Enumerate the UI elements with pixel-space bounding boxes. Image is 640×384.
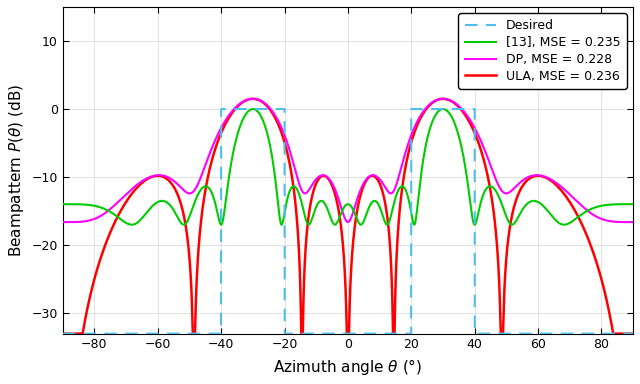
DP, MSE = 0.228 <box>59 220 67 224</box>
DP, MSE = 0.228 <box>629 220 637 224</box>
Y-axis label: Beampattern $P(\theta)$ (dB): Beampattern $P(\theta)$ (dB) <box>7 84 26 257</box>
Desired <box>218 107 225 111</box>
ULA, MSE = 0.236 <box>59 331 67 336</box>
DP, MSE = 0.228 <box>453 102 461 107</box>
[13], MSE = 0.235 <box>95 205 102 209</box>
Desired <box>629 331 637 336</box>
ULA, MSE = 0.236 <box>127 193 134 198</box>
DP, MSE = 0.228 <box>127 188 134 192</box>
[13], MSE = 0.235 <box>629 202 637 207</box>
[13], MSE = 0.235 <box>236 124 244 129</box>
[13], MSE = 0.235 <box>127 222 134 227</box>
ULA, MSE = 0.236 <box>127 192 135 197</box>
Legend: Desired, [13], MSE = 0.235, DP, MSE = 0.228, ULA, MSE = 0.236: Desired, [13], MSE = 0.235, DP, MSE = 0.… <box>458 13 627 89</box>
Desired <box>127 331 135 336</box>
DP, MSE = 0.228 <box>127 187 135 192</box>
ULA, MSE = 0.236 <box>236 102 244 106</box>
[13], MSE = 0.235 <box>331 222 339 227</box>
Desired <box>95 331 102 336</box>
ULA, MSE = 0.236 <box>249 96 257 101</box>
ULA, MSE = 0.236 <box>95 262 102 266</box>
DP, MSE = 0.228 <box>249 96 257 101</box>
Desired <box>453 107 461 111</box>
Desired <box>236 107 244 111</box>
ULA, MSE = 0.236 <box>629 331 637 336</box>
DP, MSE = 0.228 <box>95 215 102 219</box>
ULA, MSE = 0.236 <box>453 103 461 108</box>
Desired <box>499 331 507 336</box>
DP, MSE = 0.228 <box>499 190 507 195</box>
ULA, MSE = 0.236 <box>499 319 507 324</box>
Desired <box>127 331 134 336</box>
X-axis label: Azimuth angle $\theta$ (°): Azimuth angle $\theta$ (°) <box>273 357 422 377</box>
[13], MSE = 0.235 <box>127 222 135 227</box>
Line: DP, MSE = 0.228: DP, MSE = 0.228 <box>63 99 633 222</box>
Line: ULA, MSE = 0.236: ULA, MSE = 0.236 <box>63 99 633 334</box>
Desired <box>59 331 67 336</box>
DP, MSE = 0.228 <box>236 101 244 106</box>
[13], MSE = 0.235 <box>453 128 461 132</box>
Line: [13], MSE = 0.235: [13], MSE = 0.235 <box>63 109 633 225</box>
Line: Desired: Desired <box>63 109 633 334</box>
[13], MSE = 0.235 <box>59 202 67 207</box>
[13], MSE = 0.235 <box>249 107 257 111</box>
[13], MSE = 0.235 <box>500 206 508 211</box>
